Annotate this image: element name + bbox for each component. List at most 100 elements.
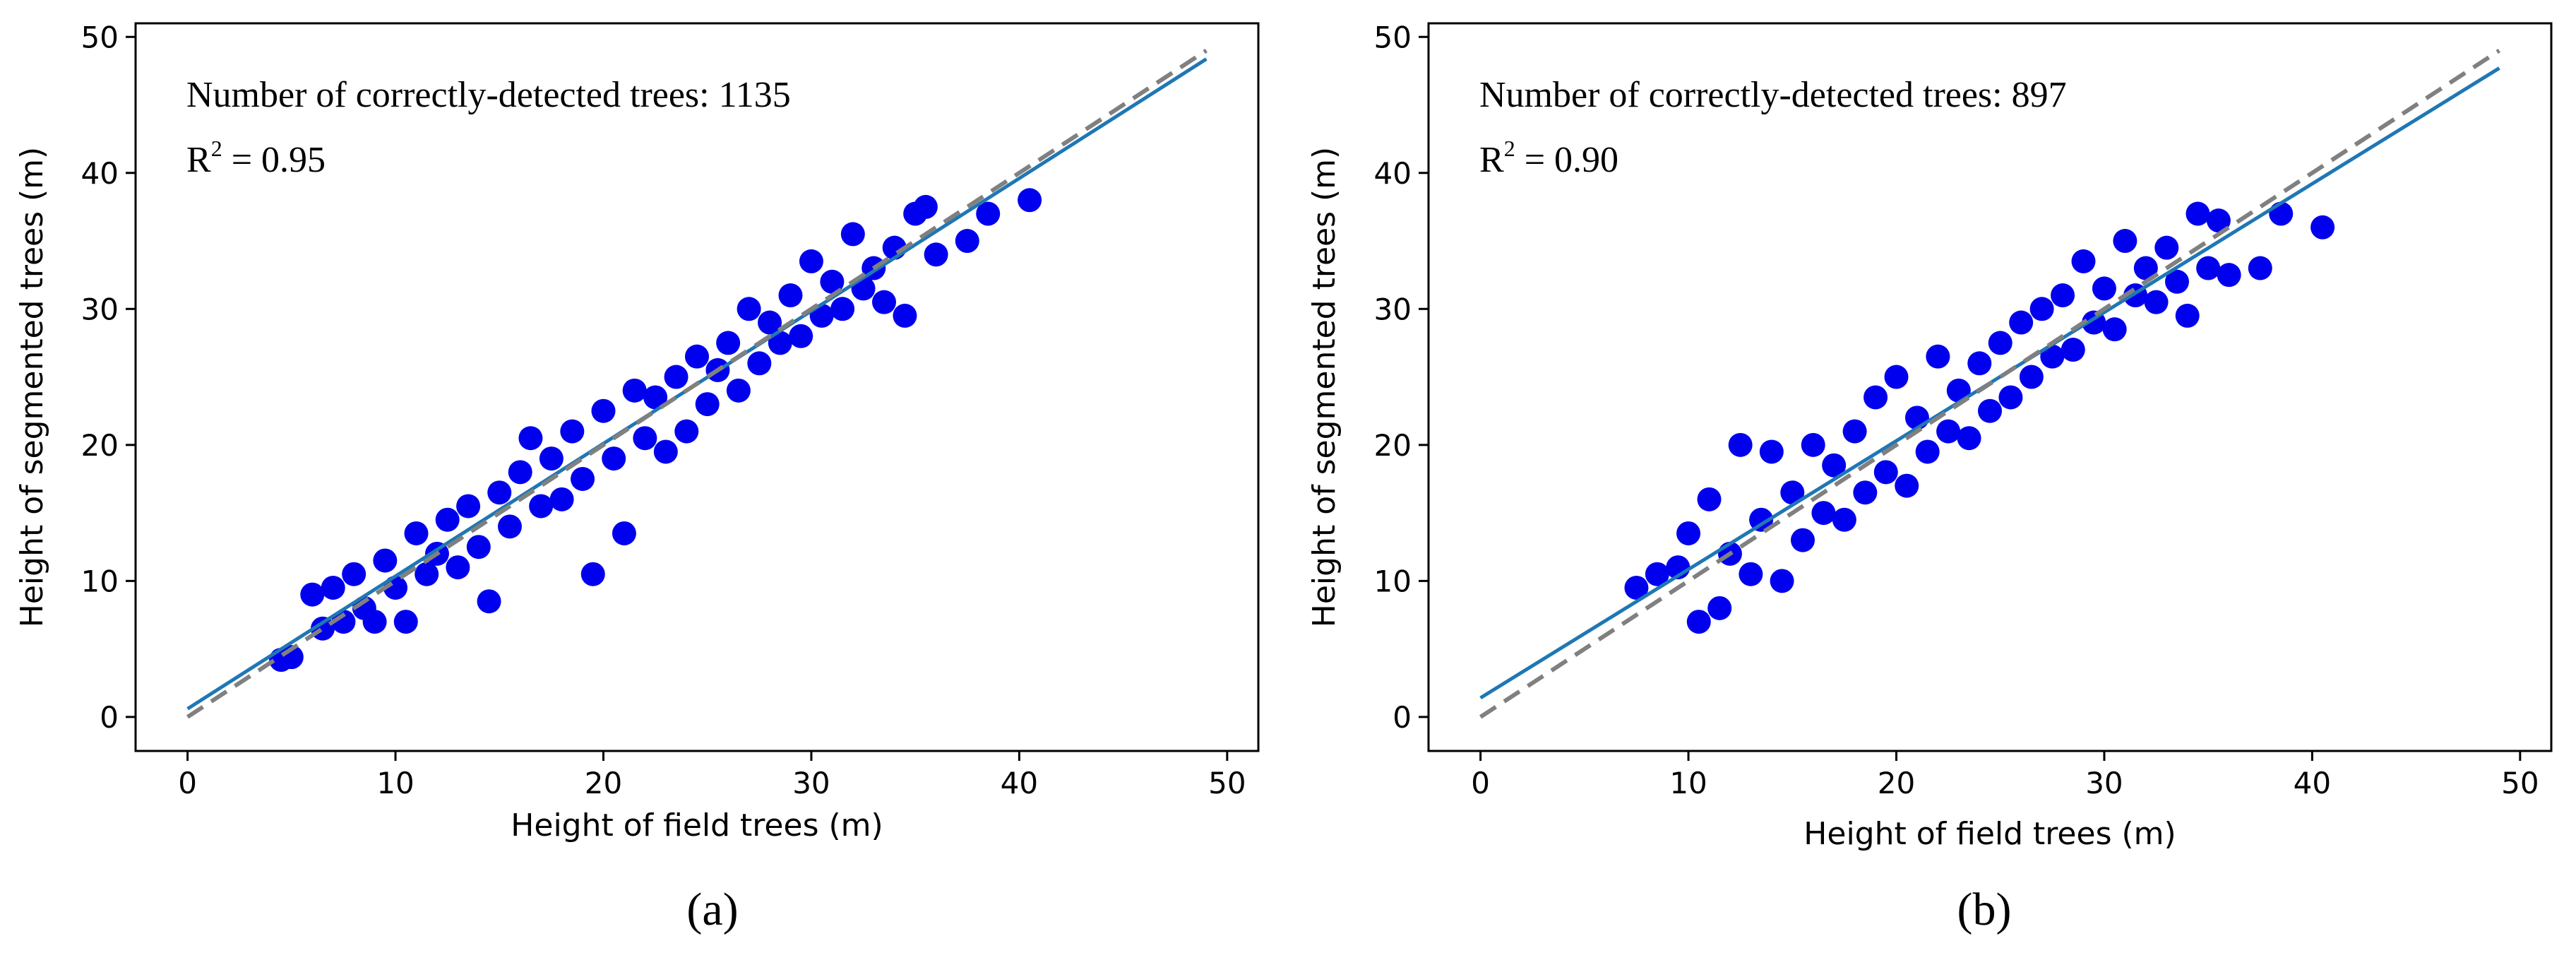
y-tick-label: 50: [1374, 20, 1412, 54]
x-tick-label: 10: [1669, 766, 1707, 800]
data-point: [2071, 249, 2096, 273]
data-point: [1686, 610, 1711, 634]
data-point: [2029, 297, 2054, 321]
data-point: [456, 494, 481, 519]
y-tick-label: 0: [1393, 700, 1412, 735]
data-point: [1936, 419, 1961, 444]
y-tick-label: 20: [1374, 428, 1412, 463]
identity-reference-line: [1479, 48, 2501, 719]
data-point: [747, 351, 772, 376]
annotation-r-squared: R2 = 0.95: [186, 136, 326, 180]
r-squared-superscript: 2: [1504, 136, 1515, 161]
data-point: [685, 344, 709, 369]
data-point: [487, 480, 512, 505]
data-point: [1832, 507, 1856, 532]
data-point: [830, 297, 855, 321]
data-point: [2102, 317, 2127, 342]
data-point: [1864, 385, 1888, 410]
data-point: [1728, 432, 1753, 457]
data-point: [1780, 480, 1805, 505]
data-point: [758, 310, 782, 335]
data-point: [924, 242, 948, 267]
data-point: [2186, 201, 2210, 226]
data-point: [1707, 596, 1732, 620]
data-point: [695, 392, 720, 417]
data-point: [446, 555, 470, 580]
data-point: [2040, 344, 2065, 369]
data-point: [2144, 290, 2169, 314]
data-point: [1759, 439, 1784, 464]
x-axis-label: Height of field trees (m): [1803, 816, 2176, 852]
data-point: [2154, 235, 2179, 260]
data-point: [529, 494, 554, 519]
data-point: [799, 249, 823, 273]
x-tick-label: 30: [792, 766, 830, 800]
data-point: [1957, 426, 1981, 451]
scatter-panel-b: 0 10 20 30 40 50 0 10 20 30 40 50 Height of field tr…: [1306, 20, 2553, 935]
data-point: [1739, 562, 1763, 586]
data-point: [2113, 229, 2137, 254]
data-point: [872, 290, 896, 314]
data-point: [1822, 453, 1847, 478]
data-point: [913, 194, 938, 219]
y-tick-label: 20: [81, 428, 119, 463]
x-tick-label: 0: [178, 766, 197, 800]
data-point: [2248, 256, 2272, 280]
data-point: [591, 398, 616, 423]
x-tick-label: 40: [2294, 766, 2331, 800]
data-point: [643, 385, 668, 410]
data-point: [1915, 439, 1940, 464]
data-point: [1978, 398, 2002, 423]
x-tick-label: 50: [2501, 766, 2539, 800]
data-point: [674, 419, 699, 444]
data-point: [373, 548, 398, 573]
data-point: [1853, 480, 1878, 505]
data-point: [768, 331, 792, 355]
x-axis-label: Height of field trees (m): [511, 807, 883, 844]
data-point: [1791, 528, 1815, 552]
plot-frame: [1427, 22, 2553, 752]
x-tick-label: 10: [376, 766, 414, 800]
data-point: [1676, 521, 1701, 545]
data-point: [716, 331, 741, 355]
data-point: [1873, 460, 1898, 485]
data-point: [976, 201, 1001, 226]
data-point: [1967, 351, 1992, 376]
data-point: [300, 582, 325, 607]
data-point: [580, 562, 605, 586]
data-point: [653, 439, 678, 464]
data-point: [1988, 331, 2012, 355]
y-tick-label: 30: [81, 292, 119, 326]
data-points: [269, 188, 1042, 673]
data-point: [1645, 562, 1669, 586]
data-point: [1998, 385, 2023, 410]
data-point: [893, 303, 917, 328]
data-point: [633, 426, 657, 451]
data-point: [1018, 188, 1042, 213]
x-tick-label: 40: [1001, 766, 1038, 800]
data-point: [840, 222, 865, 247]
r-squared-value: = 0.95: [222, 140, 326, 180]
data-point: [321, 575, 345, 600]
data-point: [2019, 365, 2044, 389]
data-point: [2310, 215, 2335, 239]
y-tick-label: 10: [81, 564, 119, 598]
data-point: [2206, 208, 2231, 233]
x-tick-label: 20: [585, 766, 622, 800]
data-point: [518, 426, 543, 451]
data-point: [435, 507, 460, 532]
annotation-tree-count: Number of correctly-detected trees: 897: [1479, 75, 2067, 115]
y-axis-label: Height of segmented trees (m): [1306, 147, 1342, 627]
identity-reference-line: [186, 48, 1208, 719]
y-tick-label: 0: [100, 700, 119, 735]
y-tick-label: 50: [81, 20, 119, 54]
data-point: [539, 446, 564, 471]
data-point: [508, 460, 532, 485]
data-point: [737, 297, 761, 321]
data-point: [612, 521, 636, 545]
data-point: [571, 466, 595, 491]
data-point: [1884, 365, 1909, 389]
x-tick-label: 50: [1208, 766, 1246, 800]
data-point: [602, 446, 626, 471]
